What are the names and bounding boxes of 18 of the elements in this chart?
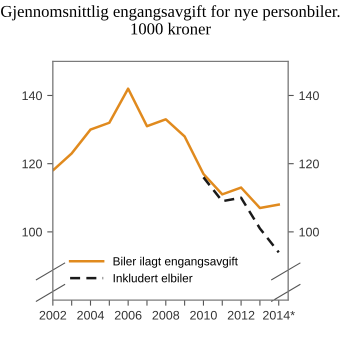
x-tick-label: 2002 (40, 310, 66, 320)
x-tick-label: 2014* (263, 310, 295, 320)
y-tick-label: 120 (22, 159, 42, 168)
y2-tick-label: 120 (300, 159, 319, 168)
legend-label: Inkludert elbiler (114, 274, 192, 282)
x-tick-label: 2012 (228, 310, 254, 320)
y-tick-label: 140 (22, 91, 42, 100)
line-series (202, 176, 280, 254)
x-tick-label: 2006 (114, 310, 142, 320)
legend-label: Biler ilagt engangsavgift (114, 256, 238, 268)
y2-tick-label: 140 (300, 91, 319, 100)
chart-title: Gjennomsnittlig engangsavgift for nye personbiler. 1000 kroner (1, 5, 340, 34)
y-tick-label: 100 (22, 228, 42, 237)
line-series (52, 87, 280, 210)
y2-tick-label: 100 (300, 228, 319, 237)
x-tick-label: 2008 (152, 310, 180, 320)
x-tick-label: 2010 (190, 310, 217, 320)
x-tick-label: 2004 (77, 310, 104, 320)
